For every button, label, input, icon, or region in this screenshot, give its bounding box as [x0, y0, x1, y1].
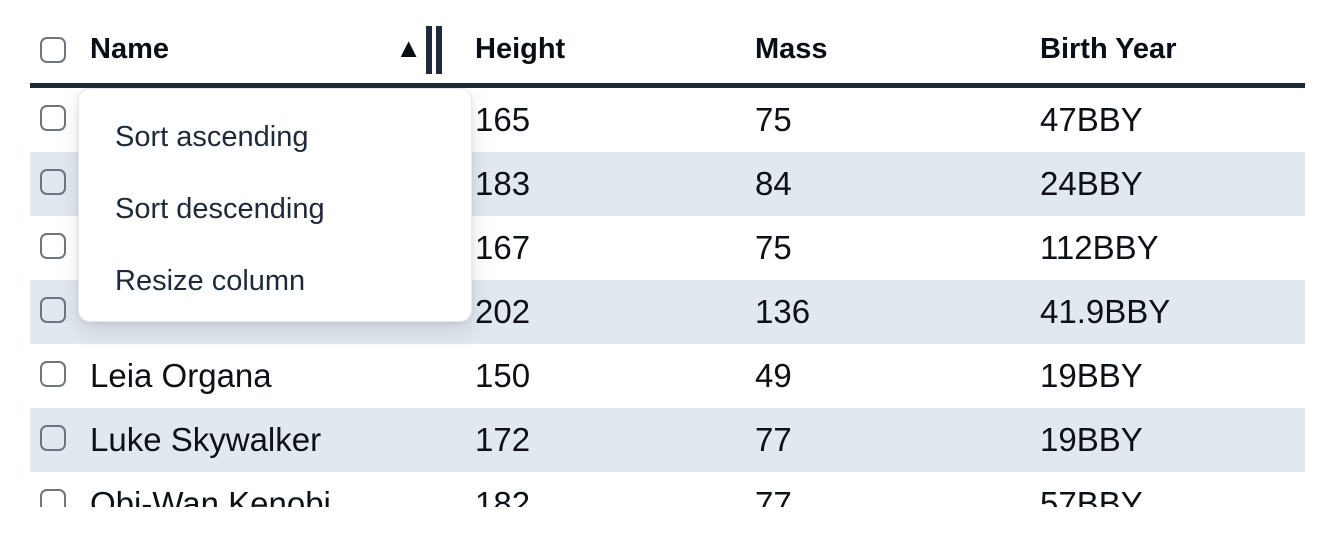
cell-height: 183: [475, 165, 531, 202]
column-header-name[interactable]: Name ▲: [90, 25, 455, 74]
cell-birth-year: 19BBY: [1040, 421, 1143, 458]
table-row: Obi-Wan Kenobi 182 77 57BBY: [30, 472, 1305, 507]
table-viewport: Name ▲ Height Mass Birth Year 165 75 47B…: [30, 0, 1305, 507]
cell-name: Leia Organa: [90, 357, 272, 394]
cell-mass: 77: [755, 485, 792, 507]
menu-item-sort-descending[interactable]: Sort descending: [115, 192, 325, 225]
cell-height: 165: [475, 101, 531, 138]
cell-mass: 49: [755, 357, 792, 394]
row-checkbox[interactable]: [40, 425, 66, 451]
column-header-height[interactable]: Height: [455, 33, 735, 66]
column-header-birth-year[interactable]: Birth Year: [1020, 33, 1305, 66]
cell-name: Luke Skywalker: [90, 421, 322, 458]
data-table: Name ▲ Height Mass Birth Year 165 75 47B…: [30, 0, 1305, 507]
cell-height: 182: [475, 485, 531, 507]
cell-mass: 75: [755, 229, 792, 266]
column-header-birth-year-label: Birth Year: [1040, 33, 1177, 65]
cell-height: 202: [475, 293, 531, 330]
table-row: Leia Organa 150 49 19BBY: [30, 344, 1305, 408]
cell-birth-year: 57BBY: [1040, 485, 1143, 507]
menu-item-sort-ascending[interactable]: Sort ascending: [115, 120, 309, 153]
row-checkbox[interactable]: [40, 233, 66, 259]
cell-height: 167: [475, 229, 531, 266]
row-checkbox[interactable]: [40, 105, 66, 131]
cell-birth-year: 112BBY: [1040, 229, 1159, 266]
select-all-checkbox[interactable]: [40, 36, 66, 63]
row-checkbox[interactable]: [40, 489, 66, 507]
cell-birth-year: 19BBY: [1040, 357, 1143, 394]
row-checkbox[interactable]: [40, 169, 66, 195]
row-checkbox[interactable]: [40, 297, 66, 323]
table-row: 167 75 112BBY: [30, 216, 1305, 280]
cell-birth-year: 41.9BBY: [1040, 293, 1171, 330]
table-row: Luke Skywalker 172 77 19BBY: [30, 408, 1305, 472]
cell-birth-year: 47BBY: [1040, 101, 1143, 138]
cell-mass: 84: [755, 165, 792, 202]
menu-item-resize-column[interactable]: Resize column: [115, 264, 306, 297]
column-header-mass-label: Mass: [755, 33, 828, 65]
cell-mass: 75: [755, 101, 792, 138]
column-resize-handle-icon[interactable]: [426, 25, 442, 74]
column-header-name-label: Name: [90, 33, 169, 65]
table-header-row: Name ▲ Height Mass Birth Year: [30, 0, 1305, 88]
cell-mass: 77: [755, 421, 792, 458]
table-row: 165 75 47BBY: [30, 88, 1305, 152]
column-header-mass[interactable]: Mass: [735, 33, 1020, 66]
cell-height: 150: [475, 357, 531, 394]
select-all-cell: [30, 36, 90, 63]
cell-name: Obi-Wan Kenobi: [90, 485, 331, 507]
cell-height: 172: [475, 421, 531, 458]
cell-birth-year: 24BBY: [1040, 165, 1143, 202]
row-checkbox[interactable]: [40, 361, 66, 387]
sort-ascending-icon: ▲: [395, 33, 422, 63]
cell-mass: 136: [755, 293, 811, 330]
column-context-menu: Sort ascending Sort descending Resize co…: [78, 88, 472, 322]
column-header-height-label: Height: [475, 33, 566, 65]
